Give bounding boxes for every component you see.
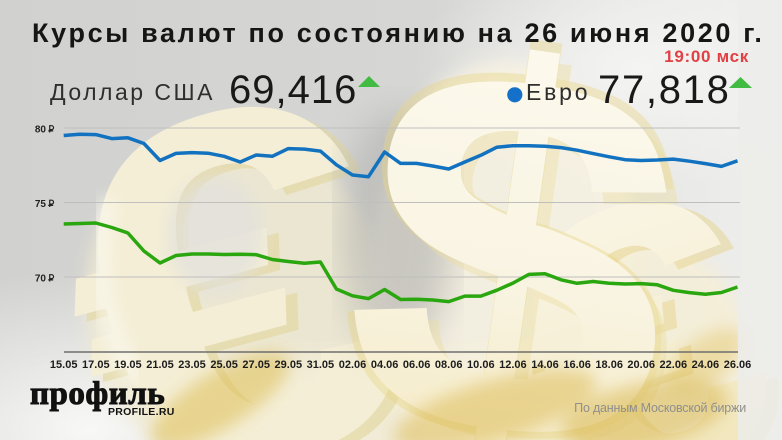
svg-text:70: 70	[35, 273, 47, 284]
svg-text:80: 80	[35, 124, 47, 135]
svg-text:31.05: 31.05	[307, 359, 335, 371]
svg-text:08.06: 08.06	[435, 359, 463, 371]
svg-text:18.06: 18.06	[595, 359, 623, 371]
svg-text:27.05: 27.05	[242, 359, 270, 371]
svg-text:75: 75	[35, 199, 47, 210]
svg-text:25.05: 25.05	[210, 359, 238, 371]
svg-text:29.05: 29.05	[275, 359, 303, 371]
svg-text:10.06: 10.06	[467, 359, 495, 371]
svg-text:$: $	[308, 0, 722, 440]
svg-text:22.06: 22.06	[660, 359, 688, 371]
svg-text:16.06: 16.06	[563, 359, 591, 371]
svg-text:23.05: 23.05	[178, 359, 206, 371]
svg-text:02.06: 02.06	[339, 359, 367, 371]
svg-text:12.06: 12.06	[499, 359, 527, 371]
svg-text:17.05: 17.05	[82, 359, 110, 371]
svg-text:20.06: 20.06	[627, 359, 655, 371]
svg-text:24.06: 24.06	[692, 359, 720, 371]
svg-text:21.05: 21.05	[146, 359, 174, 371]
svg-text:15.05: 15.05	[50, 359, 78, 371]
svg-text:$: $	[329, 0, 725, 440]
svg-text:26.06: 26.06	[724, 359, 752, 371]
svg-text:14.06: 14.06	[531, 359, 559, 371]
svg-text:19.05: 19.05	[114, 359, 142, 371]
svg-text:$: $	[317, 0, 713, 440]
svg-text:06.06: 06.06	[403, 359, 431, 371]
svg-text:04.06: 04.06	[371, 359, 399, 371]
